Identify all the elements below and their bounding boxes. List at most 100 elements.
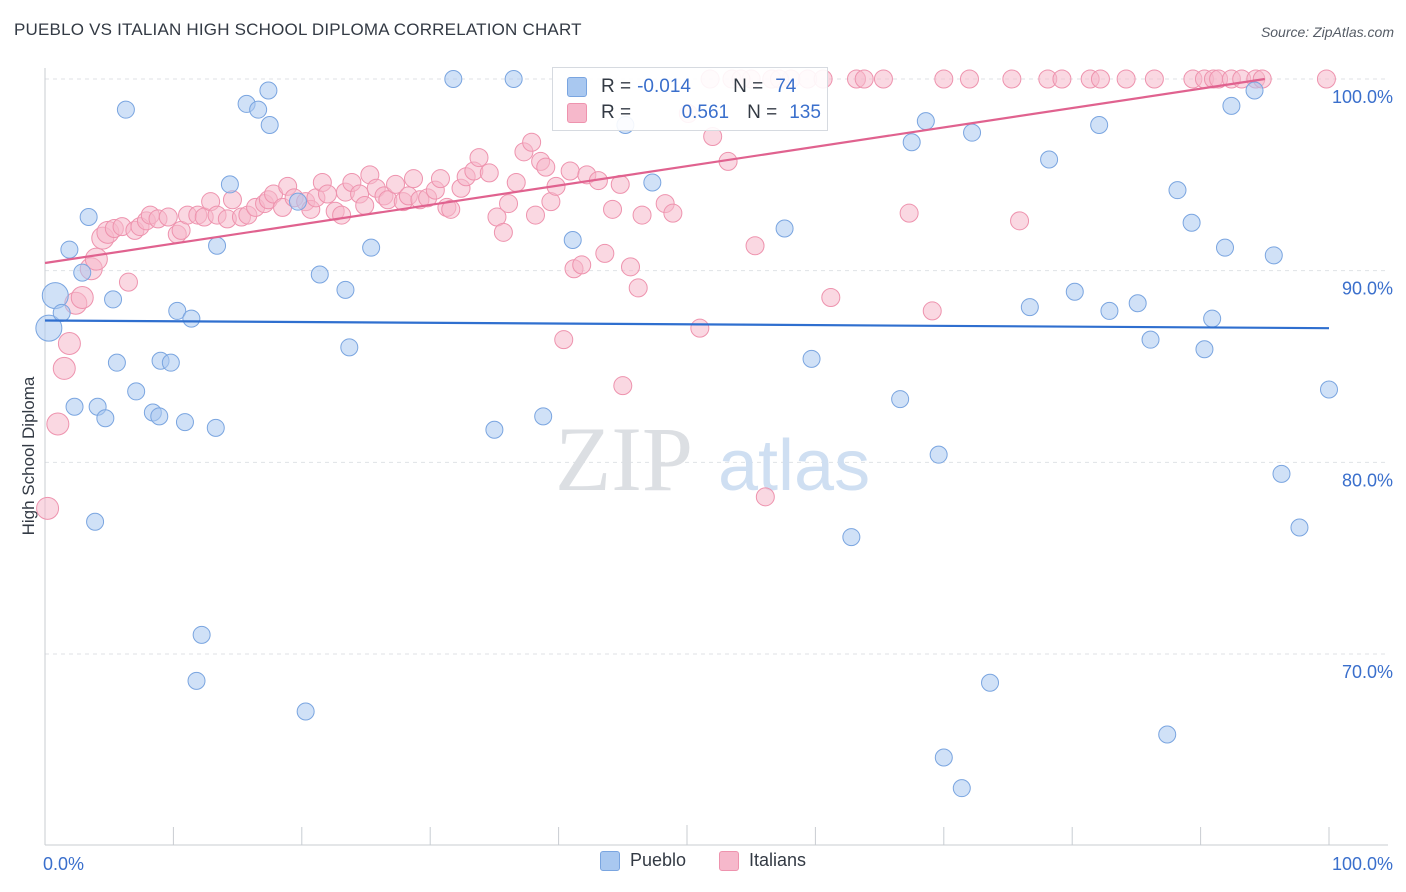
italians-point bbox=[332, 205, 352, 225]
italians-point bbox=[522, 132, 542, 152]
trend-lines bbox=[44, 77, 1330, 330]
y-tick-label: 80.0% bbox=[1342, 470, 1393, 490]
pueblo-point bbox=[1100, 301, 1119, 320]
pueblo-point bbox=[60, 240, 79, 259]
pueblo-point bbox=[340, 338, 359, 357]
italians-point bbox=[479, 163, 499, 183]
italians-point bbox=[57, 332, 81, 355]
pueblo-point bbox=[52, 303, 71, 322]
italians-point bbox=[158, 207, 178, 227]
pueblo-point bbox=[802, 349, 821, 368]
pueblo-point bbox=[934, 748, 953, 767]
pueblo-swatch bbox=[567, 77, 587, 97]
italians-legend-swatch bbox=[719, 850, 740, 871]
pueblo-point bbox=[35, 314, 63, 342]
pueblo-series bbox=[35, 70, 1338, 798]
pueblo-point bbox=[444, 70, 463, 88]
italians-point bbox=[690, 318, 710, 338]
italians-point bbox=[1010, 211, 1030, 231]
pueblo-point bbox=[1020, 298, 1039, 317]
bottom-legend: Pueblo Italians bbox=[0, 850, 1406, 876]
italians-point bbox=[386, 174, 406, 194]
italians-n-value: 135 bbox=[789, 102, 821, 123]
italians-point bbox=[222, 190, 242, 210]
pueblo-point bbox=[86, 512, 105, 531]
italians-point bbox=[632, 205, 652, 225]
x-tick-label: 0.0% bbox=[43, 854, 84, 874]
pueblo-point bbox=[116, 100, 135, 119]
italians-point bbox=[499, 194, 519, 214]
pueblo-point bbox=[168, 301, 187, 320]
pueblo-point bbox=[1158, 725, 1177, 744]
pueblo-point bbox=[310, 265, 329, 284]
italians-point bbox=[899, 203, 919, 223]
pueblo-point bbox=[916, 112, 935, 131]
pueblo-point bbox=[220, 175, 239, 194]
italians-point bbox=[873, 69, 893, 89]
chart-title: PUEBLO VS ITALIAN HIGH SCHOOL DIPLOMA CO… bbox=[14, 20, 582, 39]
legend-item-italians[interactable]: Italians bbox=[719, 850, 806, 871]
italians-point bbox=[1090, 69, 1110, 89]
italians-point bbox=[572, 255, 592, 275]
italians-point bbox=[554, 330, 574, 350]
italians-point bbox=[934, 69, 954, 89]
pueblo-point bbox=[775, 219, 794, 238]
pueblo-point bbox=[1090, 116, 1109, 134]
italians-r-value: 0.561 bbox=[681, 102, 730, 123]
italians-point bbox=[536, 157, 556, 177]
pueblo-point bbox=[1215, 238, 1234, 257]
italians-point bbox=[603, 199, 623, 219]
italians-point bbox=[404, 169, 424, 189]
pueblo-point bbox=[485, 420, 504, 439]
pueblo-point bbox=[127, 382, 146, 401]
y-tick-label: 100.0% bbox=[1332, 87, 1393, 107]
pueblo-point bbox=[182, 309, 201, 328]
italians-point bbox=[821, 288, 841, 307]
pueblo-point bbox=[104, 290, 123, 309]
italians-point bbox=[441, 199, 461, 219]
italians-point bbox=[506, 173, 526, 192]
pueblo-point bbox=[902, 133, 921, 152]
legend-label-pueblo: Pueblo bbox=[629, 850, 686, 870]
pueblo-point bbox=[929, 445, 948, 464]
pueblo-point bbox=[1065, 282, 1084, 301]
pueblo-point bbox=[336, 280, 355, 299]
pueblo-point bbox=[1195, 340, 1214, 359]
pueblo-point bbox=[107, 353, 126, 372]
pueblo-point bbox=[563, 231, 582, 249]
stats-legend: R = -0.014 N = 74 R = 0.561 N = 135 bbox=[552, 67, 828, 131]
pueblo-point bbox=[891, 390, 910, 409]
pueblo-point bbox=[504, 70, 523, 88]
pueblo-point bbox=[150, 407, 169, 426]
italians-point bbox=[621, 257, 641, 277]
pueblo-point bbox=[1290, 518, 1309, 537]
italians-point bbox=[355, 196, 375, 215]
italians-point bbox=[755, 487, 775, 507]
pueblo-point bbox=[643, 173, 662, 192]
pueblo-point bbox=[952, 779, 971, 798]
legend-label-italians: Italians bbox=[749, 850, 807, 870]
italians-n-label: N = bbox=[747, 102, 778, 123]
watermark-zip: ZIP bbox=[555, 408, 693, 510]
italians-point bbox=[317, 184, 337, 204]
pueblo-point bbox=[534, 407, 553, 426]
y-tick-label: 90.0% bbox=[1342, 279, 1393, 299]
pueblo-point bbox=[206, 418, 225, 437]
pueblo-point bbox=[260, 116, 279, 134]
pueblo-point bbox=[842, 528, 861, 547]
pueblo-point bbox=[208, 236, 227, 255]
pueblo-point bbox=[175, 413, 194, 432]
pueblo-n-label: N = bbox=[733, 76, 764, 97]
pueblo-n-value: 74 bbox=[775, 76, 797, 97]
pueblo-r-label: R = bbox=[601, 76, 632, 97]
watermark: ZIP atlas bbox=[555, 408, 870, 510]
grid-lines bbox=[45, 78, 1388, 655]
pueblo-trend-line bbox=[44, 319, 1330, 330]
y-axis-title: High School Diploma bbox=[19, 376, 38, 535]
watermark-atlas: atlas bbox=[718, 426, 870, 506]
italians-point bbox=[118, 272, 138, 292]
italians-trend-line bbox=[44, 77, 1265, 265]
italians-point bbox=[595, 243, 615, 263]
legend-item-pueblo[interactable]: Pueblo bbox=[599, 850, 686, 871]
italians-point bbox=[1144, 69, 1164, 89]
